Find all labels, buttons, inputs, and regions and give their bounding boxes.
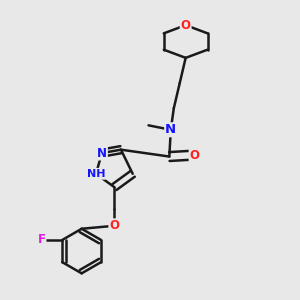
Text: F: F — [38, 233, 46, 246]
Text: NH: NH — [87, 169, 105, 179]
Text: O: O — [181, 19, 191, 32]
Text: N: N — [97, 146, 107, 160]
Text: O: O — [109, 219, 119, 232]
Text: N: N — [165, 123, 176, 136]
Text: O: O — [190, 148, 200, 162]
